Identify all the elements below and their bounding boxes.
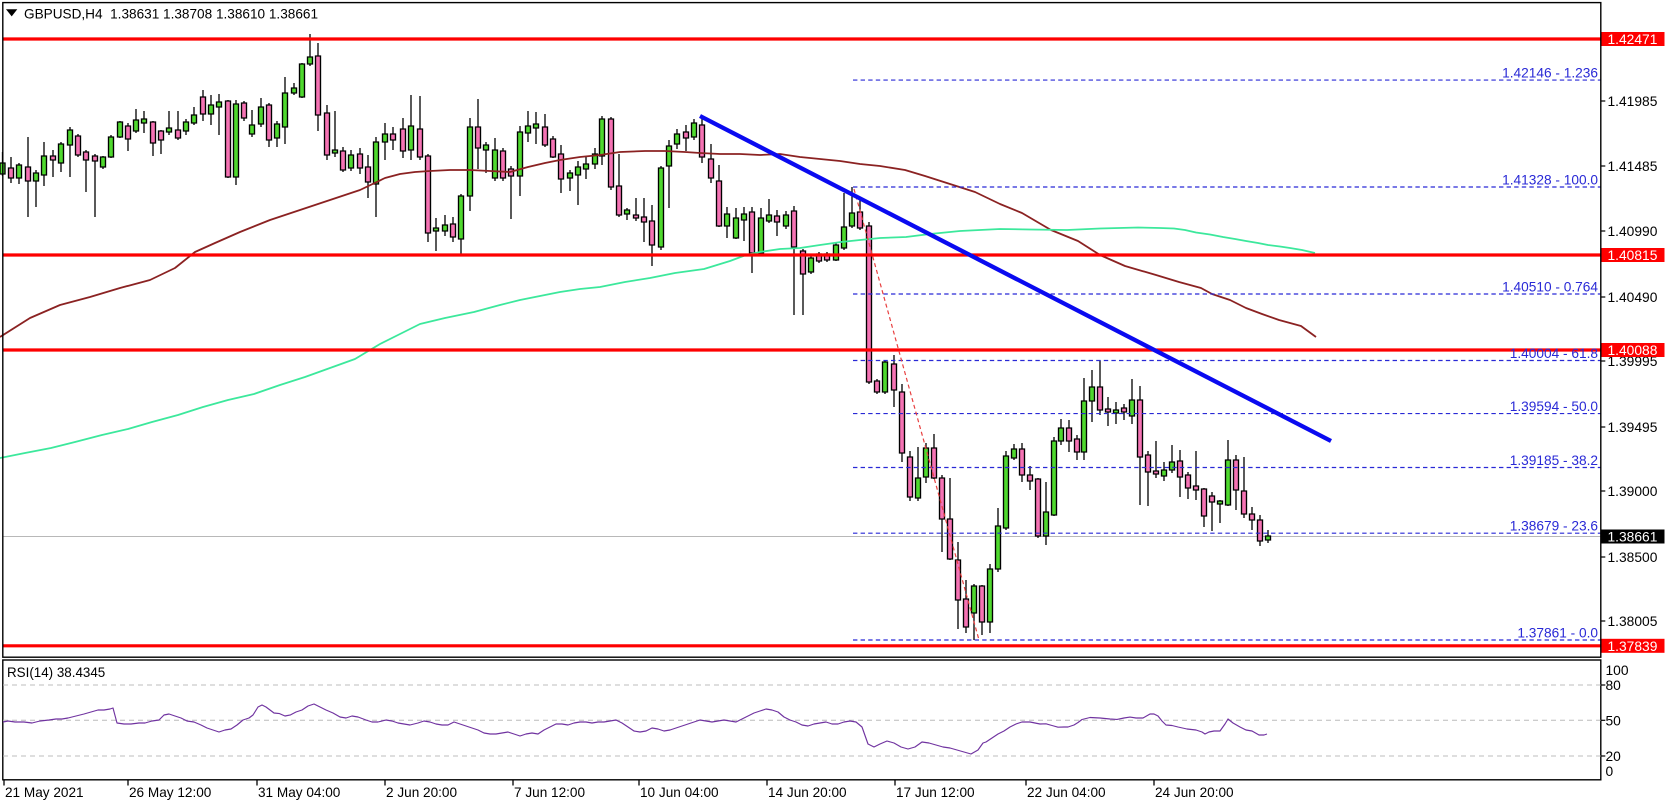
svg-text:1.39000: 1.39000 (1608, 484, 1658, 499)
svg-text:31 May 04:00: 31 May 04:00 (258, 785, 341, 800)
svg-text:1.38679 - 23.6: 1.38679 - 23.6 (1510, 519, 1599, 534)
svg-text:1.42471: 1.42471 (1608, 32, 1658, 47)
svg-text:0: 0 (1606, 764, 1614, 779)
svg-text:RSI(14) 38.4345: RSI(14) 38.4345 (7, 665, 105, 680)
svg-text:1.40815: 1.40815 (1608, 248, 1658, 263)
svg-text:1.40510 - 0.764: 1.40510 - 0.764 (1502, 280, 1598, 295)
svg-text:1.40004 - 61.8: 1.40004 - 61.8 (1510, 346, 1599, 361)
svg-text:1.40490: 1.40490 (1608, 290, 1658, 305)
svg-text:2 Jun 20:00: 2 Jun 20:00 (386, 785, 457, 800)
svg-text:1.41328 - 100.0: 1.41328 - 100.0 (1502, 173, 1598, 188)
svg-text:14 Jun 20:00: 14 Jun 20:00 (768, 785, 847, 800)
svg-text:1.38005: 1.38005 (1608, 614, 1658, 629)
svg-text:GBPUSD,H4 1.38631 1.38708 1.3: GBPUSD,H4 1.38631 1.38708 1.38610 1.3866… (24, 7, 318, 22)
svg-text:1.39495: 1.39495 (1608, 420, 1658, 435)
svg-text:17 Jun 12:00: 17 Jun 12:00 (896, 785, 975, 800)
svg-text:1.38661: 1.38661 (1608, 530, 1658, 545)
svg-text:1.37861 - 0.0: 1.37861 - 0.0 (1517, 626, 1598, 641)
svg-text:1.39185 - 38.2: 1.39185 - 38.2 (1510, 453, 1598, 468)
svg-text:80: 80 (1606, 678, 1622, 693)
svg-text:20: 20 (1606, 749, 1622, 764)
svg-text:1.39995: 1.39995 (1608, 354, 1658, 369)
svg-text:1.40990: 1.40990 (1608, 224, 1658, 239)
svg-text:1.41485: 1.41485 (1608, 159, 1658, 174)
svg-text:50: 50 (1606, 713, 1622, 728)
svg-text:1.40088: 1.40088 (1608, 343, 1658, 358)
svg-text:21 May 2021: 21 May 2021 (5, 785, 84, 800)
svg-text:100: 100 (1606, 663, 1629, 678)
svg-text:1.41985: 1.41985 (1608, 94, 1658, 109)
svg-text:10 Jun 04:00: 10 Jun 04:00 (640, 785, 719, 800)
svg-text:1.39594 - 50.0: 1.39594 - 50.0 (1510, 399, 1599, 414)
svg-text:1.42146 - 1.236: 1.42146 - 1.236 (1502, 66, 1598, 81)
svg-text:26 May 12:00: 26 May 12:00 (129, 785, 212, 800)
svg-text:24 Jun 20:00: 24 Jun 20:00 (1155, 785, 1234, 800)
svg-text:22 Jun 04:00: 22 Jun 04:00 (1027, 785, 1106, 800)
svg-text:1.37839: 1.37839 (1608, 639, 1658, 654)
svg-text:7 Jun 12:00: 7 Jun 12:00 (514, 785, 585, 800)
svg-text:1.38500: 1.38500 (1608, 550, 1658, 565)
